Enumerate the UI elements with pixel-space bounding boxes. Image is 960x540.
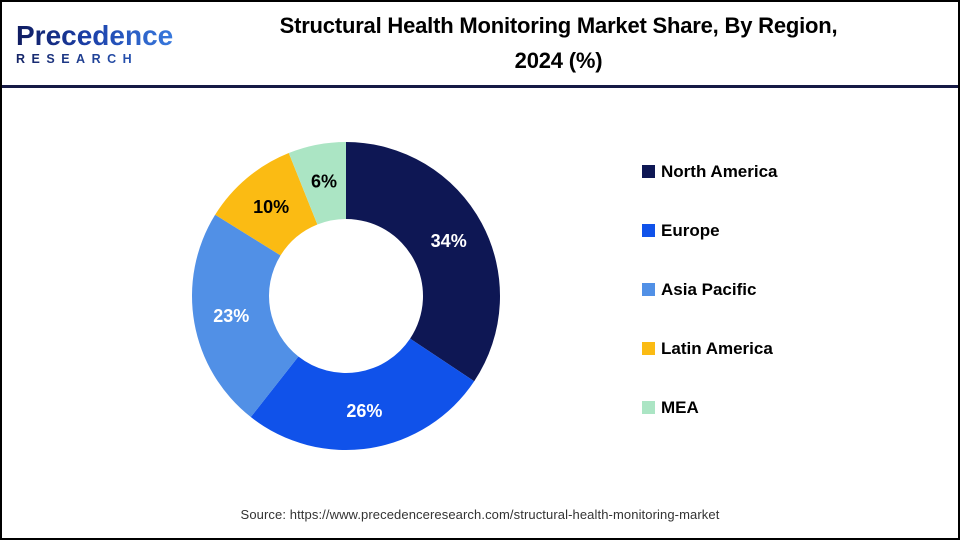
slice-value-label: 10% xyxy=(253,197,289,217)
legend-item-mea: MEA xyxy=(642,398,778,417)
logo-subtitle: RESEARCH xyxy=(16,52,177,66)
logo-wordmark: Precedence xyxy=(16,21,177,51)
legend-item-europe: Europe xyxy=(642,221,778,240)
legend-label: Asia Pacific xyxy=(661,279,757,299)
slice-value-label: 34% xyxy=(431,231,467,251)
header: Precedence RESEARCH Structural Health Mo… xyxy=(2,2,958,88)
legend-swatch-icon xyxy=(642,165,655,178)
legend-swatch-icon xyxy=(642,401,655,414)
title-line-2: 2024 (%) xyxy=(514,47,603,73)
chart-title: Structural Health Monitoring Market Shar… xyxy=(177,9,958,77)
legend-item-asia-pacific: Asia Pacific xyxy=(642,280,778,299)
pie-slice-europe xyxy=(250,338,475,451)
legend-label: Latin America xyxy=(661,338,773,358)
precedence-research-logo: Precedence RESEARCH xyxy=(2,21,177,66)
legend-label: MEA xyxy=(661,397,699,417)
pie-slice-mea xyxy=(288,142,346,225)
footer: Source: https://www.precedenceresearch.c… xyxy=(2,506,958,524)
source-text: Source: https://www.precedenceresearch.c… xyxy=(240,507,720,522)
slice-value-label: 6% xyxy=(311,172,337,192)
pie-slice-north-america xyxy=(346,142,500,382)
slice-value-label: 23% xyxy=(213,306,249,326)
legend-item-north-america: North America xyxy=(642,162,778,181)
legend-swatch-icon xyxy=(642,224,655,237)
legend-label: North America xyxy=(661,161,778,181)
chart-area: 34% 26% 23% 10% 6% North America Europe Asia P… xyxy=(2,88,958,537)
legend-swatch-icon xyxy=(642,342,655,355)
pie-slice-latin-america xyxy=(215,153,318,256)
legend-swatch-icon xyxy=(642,283,655,296)
legend-item-latin-america: Latin America xyxy=(642,339,778,358)
title-line-1: Structural Health Monitoring Market Shar… xyxy=(279,13,838,39)
legend-label: Europe xyxy=(661,220,720,240)
donut-chart: 34% 26% 23% 10% 6% xyxy=(191,142,500,451)
legend: North America Europe Asia Pacific Latin Ame… xyxy=(642,162,778,457)
slice-value-label: 26% xyxy=(346,401,382,421)
pie-slice-asia-pacific xyxy=(191,214,299,418)
